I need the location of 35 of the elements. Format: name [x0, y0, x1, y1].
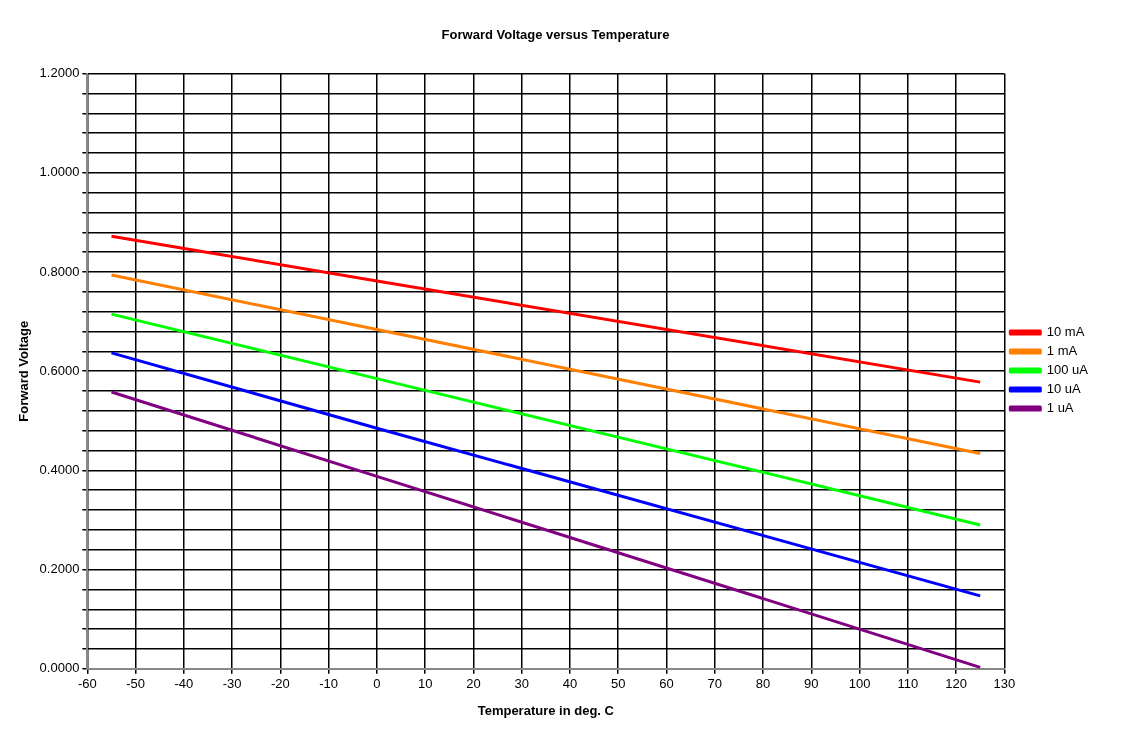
y-axis-title: Forward Voltage	[16, 320, 32, 422]
legend-label: 10 uA	[1046, 381, 1082, 397]
y-tick-label: 0.2000	[39, 561, 80, 577]
x-tick-label: 30	[514, 676, 529, 692]
x-tick-label: 60	[659, 676, 674, 692]
y-tick-label: 0.8000	[39, 263, 80, 279]
x-tick-label: -50	[126, 676, 146, 692]
legend-label: 100 uA	[1046, 362, 1089, 378]
x-tick-label: -20	[271, 676, 290, 692]
y-tick-label: 0.0000	[39, 660, 80, 676]
legend-label: 1 uA	[1046, 400, 1074, 416]
chart-title: Forward Voltage versus Temperature	[441, 27, 670, 43]
legend-label: 1 mA	[1046, 343, 1078, 359]
x-tick-label: 40	[562, 676, 578, 692]
x-tick-label: 90	[804, 676, 819, 692]
x-tick-label: 20	[466, 676, 481, 692]
x-tick-label: 10	[417, 676, 433, 692]
x-tick-label: 110	[897, 676, 919, 692]
x-tick-label: -30	[222, 676, 242, 692]
x-tick-label: 50	[610, 676, 626, 692]
x-tick-label: -40	[174, 676, 194, 692]
y-tick-label: 0.4000	[39, 461, 80, 477]
x-axis-title: Temperature in deg. C	[477, 702, 615, 718]
x-tick-label: -60	[77, 676, 97, 692]
x-tick-label: 130	[993, 676, 1016, 692]
x-tick-label: 0	[373, 676, 381, 692]
x-tick-label: 100	[848, 676, 871, 692]
legend-label: 10 mA	[1046, 324, 1085, 340]
y-tick-label: 1.2000	[39, 65, 80, 81]
x-tick-label: -10	[319, 676, 339, 692]
y-tick-label: 1.0000	[39, 164, 80, 180]
y-tick-label: 0.6000	[39, 362, 80, 378]
x-tick-label: 80	[755, 676, 771, 692]
x-tick-label: 70	[707, 676, 722, 692]
x-tick-label: 120	[945, 676, 967, 692]
